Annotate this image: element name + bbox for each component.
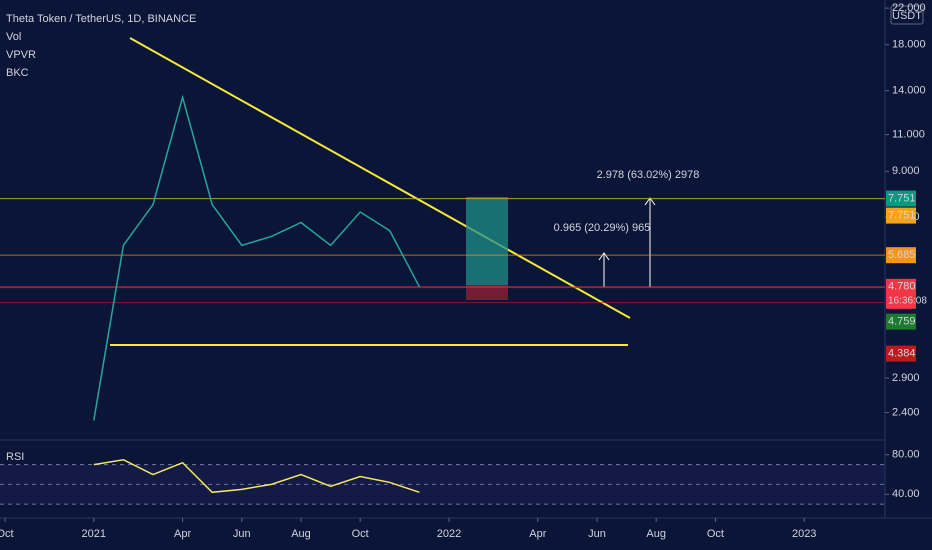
trendline [129,37,631,319]
price-badge-label: 4.759 [888,316,916,328]
price-badge-label: 4.780 [888,281,916,293]
price-badge [886,247,916,264]
price-badge [886,278,916,309]
indicator-label: Vol [6,31,21,43]
rsi-background [0,464,885,505]
y-tick-label: 80.00 [892,449,920,461]
x-tick-label: Jun [233,528,251,540]
price-badge [886,207,916,224]
y-tick-label: 9.000 [892,165,920,177]
x-tick-label: 2022 [437,528,461,540]
price-badge [886,345,916,362]
y-tick-label: 11.000 [892,129,925,141]
series-line [93,458,420,494]
x-tick-label: Apr [529,528,546,540]
y-tick-label: 18.000 [892,39,926,51]
x-tick-label: 2021 [82,528,106,540]
x-tick-label: Apr [174,528,191,540]
price-badge-label: 5.685 [888,249,916,261]
price-badge-label: 7.751 [888,192,916,204]
countdown: 16:36:08 [888,295,927,306]
x-tick-label: 2023 [792,528,816,540]
price-badge [886,313,916,330]
target-zone [466,197,508,285]
y-tick-label: 14.000 [892,85,926,97]
chart-title: Theta Token / TetherUS, 1D, BINANCE [6,13,196,25]
x-tick-label: Oct [707,528,724,540]
price-badge-label: 4.384 [888,348,916,360]
currency-label[interactable]: USDT [892,10,922,22]
x-tick-label: Oct [0,528,14,540]
price-badge [886,190,916,207]
annotation: 0.965 (20.29%) 965 [554,222,651,234]
arrow-head [598,252,610,261]
y-tick-label: 22.000 [892,2,926,14]
annotation: 2.978 (63.02%) 2978 [597,169,700,181]
series-line [93,94,421,421]
indicator-label: VPVR [6,49,36,61]
x-tick-label: Aug [291,528,311,540]
indicator-label: BKC [6,67,29,79]
price-badge-label: 7.751 [888,209,916,221]
x-tick-label: Jun [588,528,606,540]
y-tick-label: 2.400 [892,407,920,419]
currency-box[interactable] [890,5,924,25]
x-tick-label: Oct [352,528,369,540]
rsi-title: RSI [6,451,24,463]
stop-zone [466,285,508,300]
y-tick-label: 40.00 [892,488,920,500]
x-tick-label: Aug [646,528,666,540]
y-tick-label: 2.900 [892,372,920,384]
arrow-head [644,197,656,206]
